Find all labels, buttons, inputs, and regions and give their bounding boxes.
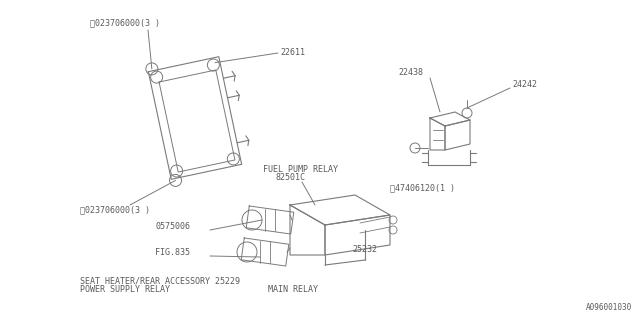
Text: Ⓢ47406120(1 ): Ⓢ47406120(1 ) — [390, 183, 455, 192]
Text: 22611: 22611 — [280, 48, 305, 57]
Text: ⓝ023706000(3 ): ⓝ023706000(3 ) — [80, 205, 150, 214]
Text: A096001030: A096001030 — [586, 303, 632, 312]
Text: FIG.835: FIG.835 — [155, 247, 190, 257]
Text: ⓝ023706000(3 ): ⓝ023706000(3 ) — [90, 18, 160, 27]
Text: 25232: 25232 — [352, 245, 377, 254]
Text: 24242: 24242 — [512, 79, 537, 89]
Text: 82501C: 82501C — [275, 173, 305, 182]
Text: 22438: 22438 — [398, 68, 423, 77]
Text: 0575006: 0575006 — [155, 221, 190, 230]
Text: POWER SUPPLY RELAY: POWER SUPPLY RELAY — [80, 285, 170, 294]
Text: FUEL PUMP RELAY: FUEL PUMP RELAY — [263, 165, 338, 174]
Text: MAIN RELAY: MAIN RELAY — [268, 285, 318, 294]
Text: SEAT HEATER/REAR ACCESSORY 25229: SEAT HEATER/REAR ACCESSORY 25229 — [80, 277, 240, 286]
